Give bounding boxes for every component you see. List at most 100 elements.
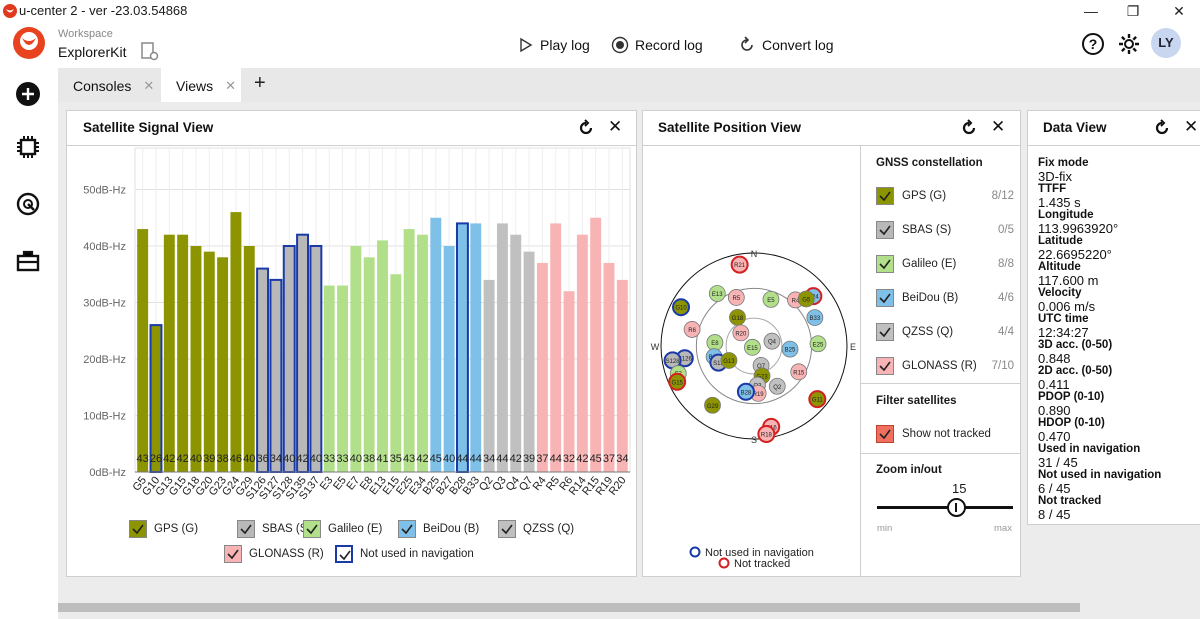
satellite-marker[interactable]: R5 — [727, 289, 745, 306]
legend-item-notused[interactable]: Not used in navigation — [335, 545, 474, 563]
bar[interactable] — [455, 222, 469, 474]
satellite-marker[interactable]: E13 — [708, 285, 726, 302]
satellite-dish-icon[interactable] — [14, 190, 42, 218]
chip-icon[interactable] — [14, 133, 42, 161]
tab-views[interactable]: Views ✕ — [161, 68, 241, 102]
satellite-marker[interactable]: E5 — [762, 290, 780, 308]
bar[interactable] — [616, 279, 628, 472]
gnss-checkbox-icon[interactable] — [876, 323, 894, 341]
bar[interactable] — [190, 246, 202, 472]
bar[interactable] — [470, 223, 482, 472]
bar[interactable] — [550, 223, 562, 472]
bar[interactable] — [256, 267, 270, 473]
zoom-slider-thumb[interactable] — [946, 498, 966, 517]
bar[interactable] — [323, 285, 335, 472]
settings-gear-icon[interactable] — [1117, 32, 1141, 56]
legend-item-glonass[interactable]: GLONASS (R) — [224, 545, 324, 563]
bar[interactable] — [337, 285, 348, 472]
gnss-item-glonass[interactable]: GLONASS (R) 7/10 — [876, 356, 1014, 376]
bar[interactable] — [390, 274, 402, 472]
satellite-marker[interactable]: G18 — [729, 308, 746, 326]
legend-checkbox-icon[interactable] — [224, 545, 242, 563]
bar[interactable] — [576, 234, 588, 472]
bar[interactable] — [430, 217, 442, 472]
bar[interactable] — [363, 257, 375, 472]
gnss-item-beidou[interactable]: BeiDou (B) 4/6 — [876, 288, 1014, 308]
horizontal-scrollbar[interactable] — [58, 603, 1080, 612]
convert-log-button[interactable]: Convert log — [738, 35, 834, 55]
bar[interactable] — [603, 262, 615, 472]
add-tab-icon[interactable]: + — [254, 72, 266, 94]
satellite-marker[interactable]: G15 — [668, 372, 687, 391]
user-avatar[interactable]: LY — [1151, 28, 1181, 58]
bar[interactable] — [377, 240, 388, 472]
gnss-item-gps[interactable]: GPS (G) 8/12 — [876, 186, 1014, 206]
bar[interactable] — [243, 246, 255, 472]
bar[interactable] — [483, 279, 495, 472]
close-tab-icon[interactable]: ✕ — [225, 78, 236, 93]
bar[interactable] — [403, 229, 415, 472]
gnss-checkbox-icon[interactable] — [876, 289, 894, 307]
bar[interactable] — [230, 212, 242, 472]
satellite-marker[interactable]: G29 — [704, 396, 721, 414]
minimize-icon[interactable]: — — [1084, 3, 1098, 19]
legend-item-galileo[interactable]: Galileo (E) — [303, 520, 382, 538]
satellite-marker[interactable]: G10 — [672, 298, 691, 317]
satellite-marker[interactable]: R18 — [757, 425, 776, 444]
bar[interactable] — [350, 246, 362, 472]
legend-checkbox-icon[interactable] — [498, 520, 516, 538]
gnss-checkbox-icon[interactable] — [876, 221, 894, 239]
bar[interactable] — [163, 234, 175, 472]
satellite-marker[interactable]: B25 — [781, 340, 799, 358]
legend-checkbox-icon[interactable] — [237, 520, 255, 538]
satellite-marker[interactable]: Q4 — [763, 332, 781, 350]
legend-checkbox-icon[interactable] — [303, 520, 321, 538]
close-panel-icon[interactable]: ✕ — [991, 117, 1006, 136]
tab-consoles[interactable]: Consoles ✕ — [58, 68, 161, 102]
close-panel-icon[interactable]: ✕ — [608, 117, 623, 136]
close-tab-icon[interactable]: ✕ — [143, 78, 155, 93]
legend-item-sbas[interactable]: SBAS (S) — [237, 520, 311, 538]
bar[interactable] — [296, 233, 310, 473]
gnss-checkbox-icon[interactable] — [876, 187, 894, 205]
bar[interactable] — [590, 217, 602, 472]
satellite-marker[interactable]: B28 — [736, 382, 755, 401]
bar[interactable] — [563, 291, 575, 472]
bar[interactable] — [510, 234, 522, 472]
legend-item-gps[interactable]: GPS (G) — [129, 520, 198, 538]
help-icon[interactable]: ? — [1081, 32, 1105, 56]
satellite-marker[interactable]: G13 — [720, 352, 738, 369]
satellite-marker[interactable]: G11 — [808, 390, 827, 409]
gnss-item-galileo[interactable]: Galileo (E) 8/8 — [876, 254, 1014, 274]
add-device-icon[interactable] — [14, 80, 42, 108]
legend-item-beidou[interactable]: BeiDou (B) — [398, 520, 479, 538]
satellite-marker[interactable]: E8 — [706, 334, 724, 351]
save-workspace-icon[interactable] — [139, 41, 159, 61]
refresh-icon[interactable] — [577, 119, 595, 137]
legend-checkbox-icon[interactable] — [335, 545, 353, 563]
legend-checkbox-icon[interactable] — [129, 520, 147, 538]
zoom-slider-track[interactable] — [877, 506, 1013, 509]
gnss-checkbox-icon[interactable] — [876, 255, 894, 273]
play-log-button[interactable]: Play log — [518, 35, 590, 55]
gnss-checkbox-icon[interactable] — [876, 357, 894, 375]
satellite-marker[interactable]: R20 — [732, 324, 750, 342]
bar[interactable] — [203, 251, 215, 472]
satellite-marker[interactable]: G5 — [797, 290, 815, 308]
satellite-marker[interactable]: E25 — [809, 335, 827, 353]
legend-checkbox-icon[interactable] — [398, 520, 416, 538]
bar[interactable] — [496, 223, 508, 472]
satellite-marker[interactable]: R6 — [683, 321, 701, 338]
bar[interactable] — [137, 229, 149, 472]
satellite-marker[interactable]: E15 — [744, 338, 761, 356]
show-not-tracked-checkbox[interactable]: Show not tracked — [876, 424, 991, 444]
gnss-item-sbas[interactable]: SBAS (S) 0/5 — [876, 220, 1014, 240]
gnss-item-qzss[interactable]: QZSS (Q) 4/4 — [876, 322, 1014, 342]
bar[interactable] — [443, 246, 455, 472]
close-panel-icon[interactable]: ✕ — [1184, 117, 1199, 136]
close-window-icon[interactable]: ✕ — [1173, 3, 1185, 19]
satellite-marker[interactable]: B33 — [806, 309, 824, 327]
legend-item-qzss[interactable]: QZSS (Q) — [498, 520, 574, 538]
bar[interactable] — [177, 234, 189, 472]
bar[interactable] — [269, 278, 283, 473]
